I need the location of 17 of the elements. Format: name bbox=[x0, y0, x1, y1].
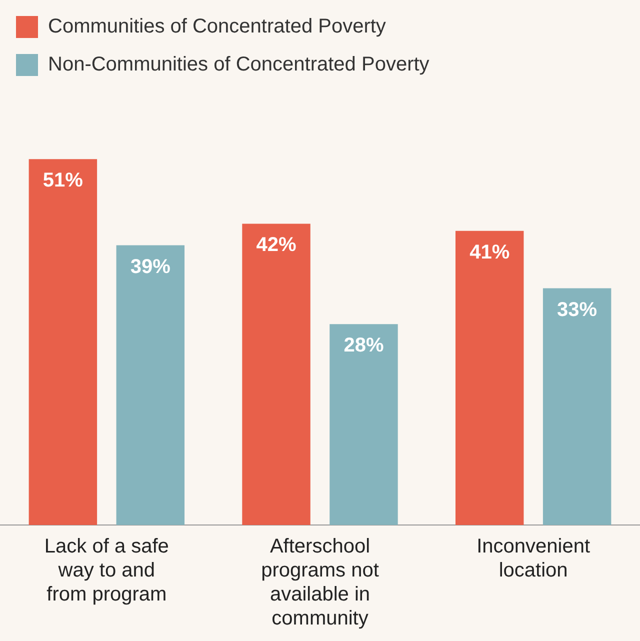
bar bbox=[330, 324, 398, 525]
data-label: 41% bbox=[470, 241, 510, 264]
x-tick-label: Afterschool programs not available in community bbox=[261, 536, 380, 630]
data-label: 28% bbox=[344, 334, 384, 357]
bar bbox=[542, 288, 612, 525]
x-tick-label: Inconvenient location bbox=[476, 536, 590, 582]
legend-label: Communities of Concentrated Poverty bbox=[48, 16, 386, 38]
bar bbox=[28, 159, 98, 525]
data-label: 39% bbox=[130, 256, 171, 278]
bar bbox=[455, 230, 524, 525]
data-label: 51% bbox=[42, 170, 84, 192]
data-label: 42% bbox=[256, 234, 296, 256]
bar bbox=[242, 224, 310, 525]
x-tick-label: Lack of a safe way to and from program bbox=[44, 536, 169, 606]
legend-label: Non-Communities of Concentrated Poverty bbox=[48, 54, 430, 76]
bar bbox=[116, 245, 185, 525]
data-label: 33% bbox=[557, 298, 598, 321]
